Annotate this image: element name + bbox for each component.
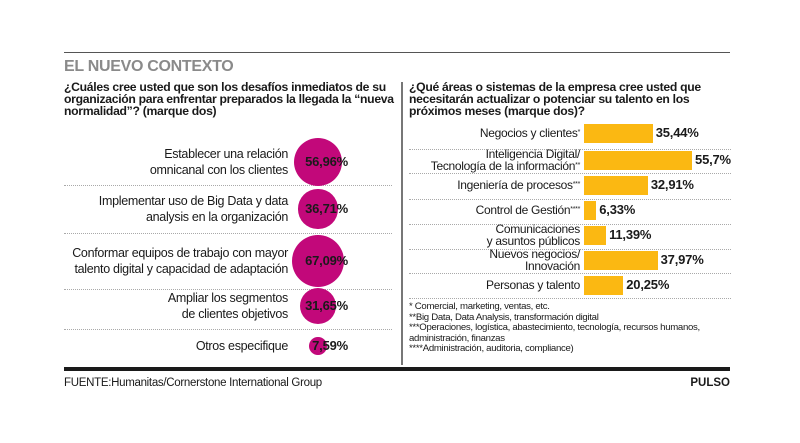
category-label-line: Inteligencia Digital/ xyxy=(485,147,581,161)
bubble xyxy=(309,337,327,355)
category-label-line: Ampliar los segmentos xyxy=(167,291,288,305)
bar xyxy=(584,201,597,220)
footnote: **Big Data, Data Analysis, transformació… xyxy=(409,311,599,323)
footnote-mark: ** xyxy=(575,161,580,169)
category-label-line: Establecer una relación xyxy=(164,147,288,161)
row-separator xyxy=(409,249,731,250)
category-label-line: Personas y talento xyxy=(486,277,580,292)
category-label-line: Negocios y clientes* xyxy=(479,125,581,140)
bubble xyxy=(299,287,337,325)
category-label-line: Conformar equipos de trabajo con mayor xyxy=(72,246,288,260)
category-label: Implementar uso de Big Data y data analys… xyxy=(98,193,289,225)
bottom-rule xyxy=(64,367,730,371)
footnote-mark: **** xyxy=(570,205,580,213)
bubble xyxy=(291,234,345,288)
category-label-line: omnicanal con los clientes xyxy=(149,163,288,177)
bar xyxy=(584,251,658,270)
top-rule xyxy=(64,52,730,53)
footnote: ***Operaciones, logística, abastecimient… xyxy=(409,322,700,344)
row-separator xyxy=(64,233,392,234)
category-label: Ingeniería de procesos*** xyxy=(457,177,581,192)
row-separator xyxy=(64,185,392,186)
category-label-line: analysis en la organización xyxy=(146,210,288,224)
category-label-line: Otros especifique xyxy=(195,339,288,353)
category-label-line: Innovación xyxy=(524,258,580,273)
row-separator xyxy=(64,329,392,330)
value-label: 55,7% xyxy=(695,152,731,167)
row-separator xyxy=(409,298,731,299)
bubble xyxy=(293,137,343,187)
value-label: 20,25% xyxy=(626,277,670,292)
row-separator xyxy=(409,199,731,200)
value-label: 67,09% xyxy=(305,253,348,268)
row-separator xyxy=(64,289,392,290)
footnote-mark: * xyxy=(577,128,581,136)
footnotes: * Comercial, marketing, ventas, etc. **B… xyxy=(409,301,739,355)
category-label: Personas y talento xyxy=(486,277,580,292)
category-label-line: talento digital y capacidad de adaptació… xyxy=(74,262,288,276)
value-label: 11,39% xyxy=(609,227,652,242)
section-title: EL NUEVO CONTEXTO xyxy=(64,58,234,75)
bar xyxy=(584,124,653,143)
value-label: 35,44% xyxy=(655,125,699,140)
category-label: Inteligencia Digital/Tecnología de la in… xyxy=(430,147,581,173)
category-label: Comunicaciones y asuntos públicos xyxy=(486,222,581,248)
bubble xyxy=(298,189,338,229)
category-label-line: Implementar uso de Big Data y data xyxy=(98,194,289,208)
category-label-line: Nuevos negocios/ xyxy=(489,247,580,261)
footnote-mark: *** xyxy=(572,180,581,188)
row-separator xyxy=(409,224,731,225)
category-label-line: y asuntos públicos xyxy=(486,233,581,248)
right-question: ¿Qué áreas o sistemas de la empresa cree… xyxy=(409,80,701,118)
row-separator xyxy=(409,149,731,150)
bar xyxy=(584,151,693,170)
category-label: Nuevos negocios/Innovación xyxy=(489,247,580,273)
left-question: ¿Cuáles cree usted que son los desafíos … xyxy=(64,80,394,118)
value-label: 32,91% xyxy=(650,177,694,192)
bar xyxy=(584,276,624,295)
value-label: 37,97% xyxy=(660,252,704,267)
category-label: Control de Gestión**** xyxy=(475,202,581,217)
category-label-line: Comunicaciones xyxy=(495,222,580,236)
value-label: 36,71% xyxy=(305,201,348,216)
row-separator xyxy=(409,173,731,174)
value-label: 56,96% xyxy=(305,154,348,169)
value-label: 6,33% xyxy=(599,202,636,217)
category-label: Establecer una relación omnicanal con los… xyxy=(150,146,288,178)
value-label: 7,59% xyxy=(312,338,348,353)
bar xyxy=(584,176,648,195)
row-separator xyxy=(409,273,731,274)
source-credit: FUENTE:Humanitas/Cornerstone Internation… xyxy=(64,377,322,389)
category-label: Conformar equipos de trabajo con mayor ta… xyxy=(72,245,288,277)
column-divider xyxy=(401,82,403,365)
category-label: Negocios y clientes* xyxy=(479,125,581,140)
footnote: * Comercial, marketing, ventas, etc. xyxy=(409,301,550,312)
value-label: 31,65% xyxy=(305,298,348,313)
category-label-line: de clientes objetivos xyxy=(181,307,289,321)
footnote: ****Administración, auditoria, complianc… xyxy=(409,343,574,355)
category-label-line: Tecnología de la información** xyxy=(430,158,581,173)
bar xyxy=(584,226,607,245)
category-label: Otros especifique xyxy=(196,338,288,354)
category-label: Ampliar los segmentos de clientes objetiv… xyxy=(168,290,288,322)
brand-logo: PULSO xyxy=(690,377,730,389)
category-label-line: Control de Gestión**** xyxy=(475,202,581,217)
category-label-line: Ingeniería de procesos*** xyxy=(457,177,581,192)
